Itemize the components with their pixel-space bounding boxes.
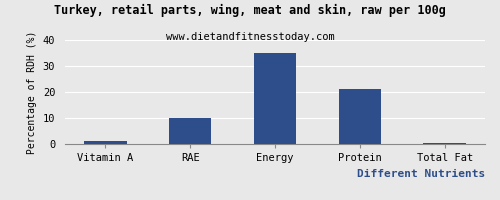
Bar (84, 141, 126, 144)
Y-axis label: Percentage of RDH (%): Percentage of RDH (%) (27, 30, 37, 154)
Bar (338, 89, 381, 144)
Text: www.dietandfitnesstoday.com: www.dietandfitnesstoday.com (166, 32, 334, 42)
X-axis label: Different Nutrients: Different Nutrients (357, 169, 485, 179)
Bar (169, 118, 212, 144)
Bar (424, 143, 466, 144)
Text: Turkey, retail parts, wing, meat and skin, raw per 100g: Turkey, retail parts, wing, meat and ski… (54, 4, 446, 17)
Bar (254, 53, 296, 144)
